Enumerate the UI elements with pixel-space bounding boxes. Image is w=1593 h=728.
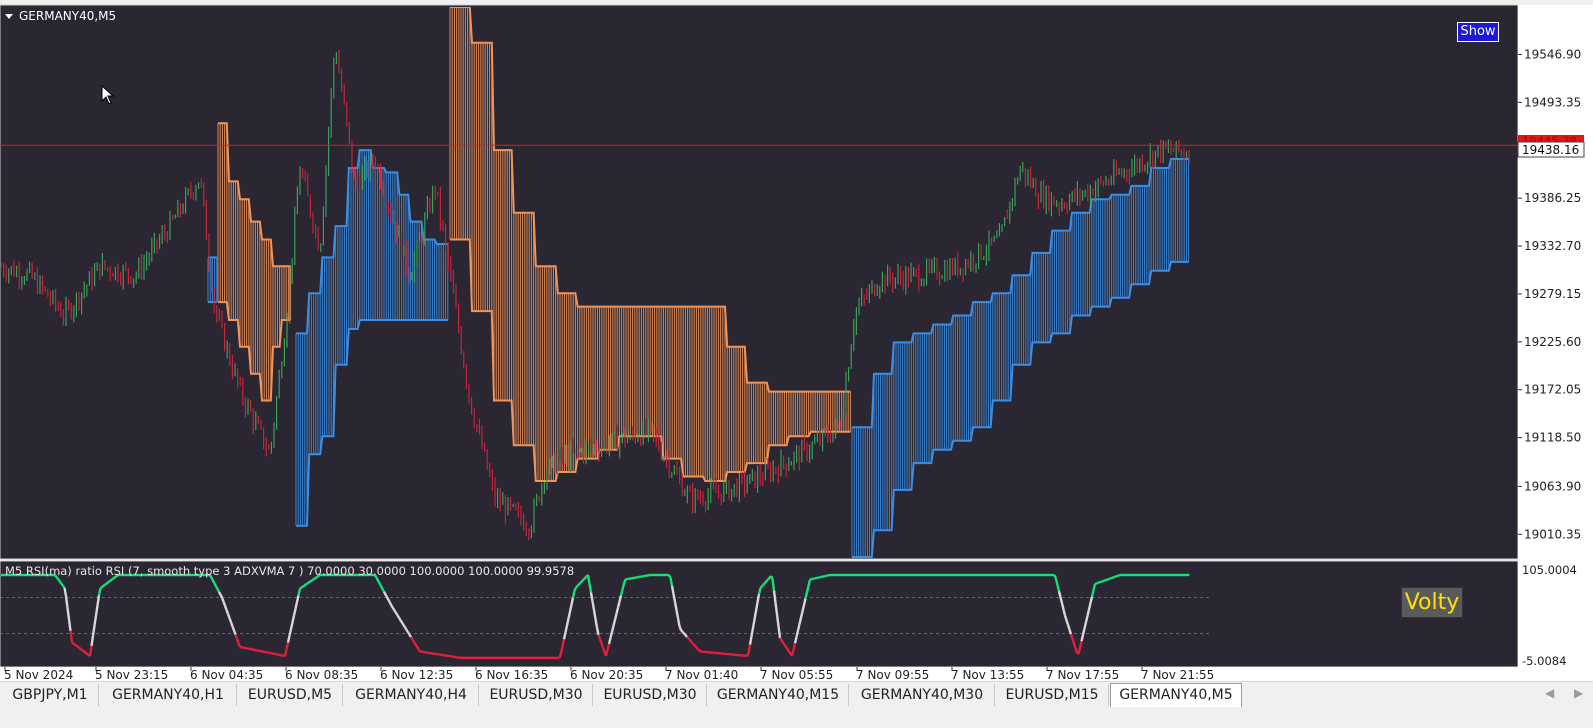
- status-strip: [0, 707, 1593, 728]
- tab-germany40-h4[interactable]: GERMANY40,H4: [344, 684, 479, 706]
- tab-germany40-m5[interactable]: GERMANY40,M5: [1110, 683, 1242, 708]
- candles: [1, 49, 1190, 541]
- rsi-line: [1, 573, 1190, 659]
- main-panel[interactable]: [0, 5, 1518, 559]
- x-tick-label: 7 Nov 17:55: [1046, 668, 1119, 682]
- chart-tab-bar: ◀ ▶ GBPJPY,M1 GERMANY40,H1 EURUSD,M5 GERMAN…: [0, 681, 1593, 708]
- bear-band-3: [449, 7, 851, 482]
- x-tick-label: 7 Nov 09:55: [856, 668, 929, 682]
- tab-eurusd-m15[interactable]: EURUSD,M15: [996, 684, 1109, 706]
- tab-germany40-m15[interactable]: GERMANY40,M15: [708, 684, 849, 706]
- rsi-axis-top: 105.0004: [1522, 563, 1577, 577]
- tab-scroll-right-icon[interactable]: ▶: [1574, 686, 1584, 700]
- tab-eurusd-m30[interactable]: EURUSD,M30: [594, 684, 707, 706]
- y-tick-label: 19493.35: [1524, 95, 1581, 109]
- bid-price-box: [1518, 135, 1584, 146]
- x-tick-label: 7 Nov 01:40: [665, 668, 738, 682]
- tab-eurusd-m30[interactable]: EURUSD,M30: [480, 684, 593, 706]
- y-tick-label: 19386.25: [1524, 191, 1581, 205]
- y-tick-label: 19118.50: [1524, 431, 1581, 445]
- top-strip: [0, 0, 1593, 5]
- y-tick-label: 19332.70: [1524, 239, 1581, 253]
- current-price-box: [1517, 141, 1585, 158]
- collapse-triangle-icon[interactable]: [5, 14, 13, 19]
- mouse-cursor-icon: [101, 85, 115, 105]
- x-tick-label: 6 Nov 16:35: [475, 668, 548, 682]
- tab-eurusd-m5[interactable]: EURUSD,M5: [238, 684, 343, 706]
- tab-scroll-left-icon[interactable]: ◀: [1545, 686, 1555, 700]
- price-axis[interactable]: [1518, 5, 1593, 667]
- x-tick-label: 6 Nov 04:35: [190, 668, 263, 682]
- symbol-label: GERMANY40,M5: [19, 9, 116, 23]
- time-axis[interactable]: [0, 667, 1593, 681]
- y-tick-label: 19225.60: [1524, 335, 1581, 349]
- x-tick-label: 6 Nov 12:35: [380, 668, 453, 682]
- x-tick-label: 6 Nov 20:35: [570, 668, 643, 682]
- x-tick-label: 5 Nov 2024: [4, 668, 73, 682]
- y-tick-label: 19063.90: [1524, 479, 1581, 493]
- x-tick-label: 7 Nov 05:55: [760, 668, 833, 682]
- y-tick-label: 19010.35: [1524, 527, 1581, 541]
- volty-badge: Volty: [1401, 587, 1463, 618]
- y-tick-label: 19279.15: [1524, 287, 1581, 301]
- tab-germany40-m30[interactable]: GERMANY40,M30: [850, 684, 995, 706]
- bull-band-4: [851, 158, 1190, 558]
- tab-germany40-h1[interactable]: GERMANY40,H1: [100, 684, 237, 706]
- x-tick-label: 7 Nov 21:55: [1141, 668, 1214, 682]
- y-tick-label: 19172.05: [1524, 383, 1581, 397]
- y-tick-label: 19546.90: [1524, 48, 1581, 62]
- tab-gbpjpy-m1[interactable]: GBPJPY,M1: [2, 684, 99, 706]
- x-tick-label: 7 Nov 13:55: [951, 668, 1024, 682]
- bear-band-1: [217, 122, 292, 402]
- indicator-label: M5 RSI(ma) ratio RSI (7, smooth type 3 A…: [5, 564, 574, 578]
- current-price: 19438.16: [1522, 143, 1579, 157]
- show-button[interactable]: Show: [1457, 22, 1499, 42]
- rsi-axis-bottom: -5.0084: [1522, 654, 1566, 668]
- x-tick-label: 6 Nov 08:35: [285, 668, 358, 682]
- x-tick-label: 5 Nov 23:15: [95, 668, 168, 682]
